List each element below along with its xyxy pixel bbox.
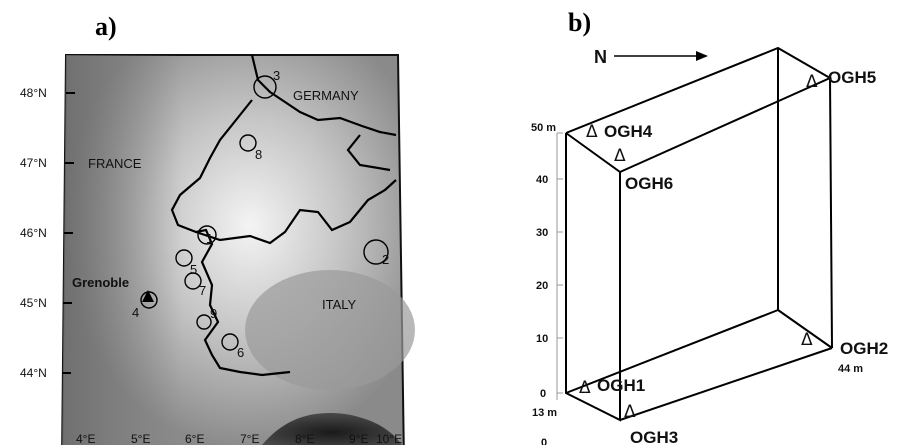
- panel-b-label: b): [568, 8, 592, 37]
- height-tick-10: 10: [536, 333, 548, 345]
- station-marker-ogh1: Δ: [579, 378, 591, 398]
- sea-area: [262, 413, 402, 445]
- site-number-2: 2: [382, 252, 389, 267]
- site-number-3: 3: [273, 68, 280, 83]
- lon-label-10: 10°E: [376, 432, 402, 445]
- station-marker-ogh6: Δ: [614, 146, 626, 166]
- lat-label-46: 46°N: [20, 226, 47, 240]
- station-marker-ogh5: Δ: [806, 72, 818, 92]
- station-label-ogh6: OGH6: [625, 174, 673, 193]
- lat-label-48: 48°N: [20, 86, 47, 100]
- height-tick-40: 40: [536, 174, 548, 186]
- city-marker: [142, 290, 154, 302]
- north-label: N: [594, 47, 607, 67]
- lon-label-7: 7°E: [240, 432, 259, 445]
- lon-label-5: 5°E: [131, 432, 150, 445]
- site-number-6: 6: [237, 345, 244, 360]
- country-label-france: FRANCE: [88, 156, 142, 171]
- height-tick-20: 20: [536, 280, 548, 292]
- height-axis: [556, 132, 563, 400]
- box-diagram-panel: N 50 m 40 30 20: [531, 46, 888, 445]
- site-number-1: 1: [206, 231, 213, 246]
- station-label-ogh1: OGH1: [597, 376, 645, 395]
- lon-label-9: 9°E: [349, 432, 368, 445]
- country-label-italy: ITALY: [322, 297, 357, 312]
- height-tick-50: 50 m: [531, 122, 556, 134]
- lat-label-45: 45°N: [20, 296, 47, 310]
- box-edges: [565, 46, 833, 422]
- width-label: 44 m: [838, 363, 863, 375]
- lat-label-47: 47°N: [20, 156, 47, 170]
- depth-label: 13 m: [532, 407, 557, 419]
- station-label-ogh2: OGH2: [840, 339, 888, 358]
- height-tick-30: 30: [536, 227, 548, 239]
- station-marker-ogh2: Δ: [801, 330, 813, 350]
- site-number-5: 5: [190, 262, 197, 277]
- height-tick-0: 0: [540, 388, 546, 400]
- site-number-8: 8: [255, 147, 262, 162]
- site-number-9: 9: [210, 306, 217, 321]
- site-number-7: 7: [199, 283, 206, 298]
- station-marker-ogh4: Δ: [586, 122, 598, 142]
- station-marker-ogh3: Δ: [624, 402, 636, 422]
- lon-label-8: 8°E: [295, 432, 314, 445]
- po-plain: [245, 270, 415, 390]
- lon-label-4: 4°E: [76, 432, 95, 445]
- corner-tick: 0: [541, 437, 547, 445]
- station-label-ogh4: OGH4: [604, 122, 653, 141]
- country-border: [170, 54, 397, 377]
- site-number-4: 4: [132, 305, 139, 320]
- station-label-ogh5: OGH5: [828, 68, 876, 87]
- station-label-ogh3: OGH3: [630, 428, 678, 445]
- country-label-germany: GERMANY: [293, 88, 359, 103]
- map-panel: 48°N 47°N 46°N 45°N 44°N 4°E 5°E 6°E 7°E…: [20, 54, 415, 445]
- lat-label-44: 44°N: [20, 366, 47, 380]
- city-label-grenoble: Grenoble: [72, 275, 129, 290]
- panel-a-label: a): [95, 12, 117, 41]
- lon-label-6: 6°E: [185, 432, 204, 445]
- north-arrowhead: [696, 51, 708, 61]
